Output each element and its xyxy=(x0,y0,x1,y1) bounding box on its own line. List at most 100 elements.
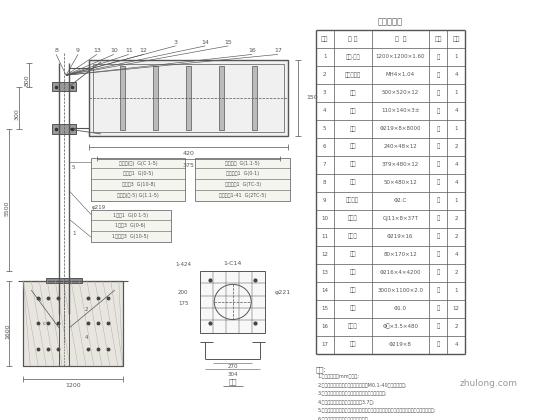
Text: 6.连接要求合适向交通标志实实要落实.: 6.连接要求合适向交通标志实实要落实. xyxy=(318,417,370,420)
Text: 5500: 5500 xyxy=(5,200,10,216)
Text: 宁: 宁 xyxy=(437,144,440,150)
Text: 英板: 英板 xyxy=(349,162,356,168)
Text: 500×520×12: 500×520×12 xyxy=(382,90,419,95)
Text: 卢: 卢 xyxy=(437,54,440,60)
Text: 270: 270 xyxy=(227,364,238,369)
Text: 2: 2 xyxy=(323,72,326,77)
Text: 10: 10 xyxy=(110,48,118,53)
Text: 连接板3  G(10-8): 连接板3 G(10-8) xyxy=(122,182,155,187)
Text: 6: 6 xyxy=(323,144,326,149)
Text: 1-C14: 1-C14 xyxy=(223,261,242,266)
Text: 固定架型: 固定架型 xyxy=(346,198,359,203)
Text: 龙骨: 龙骨 xyxy=(349,90,356,95)
Text: 13: 13 xyxy=(93,48,101,53)
Text: 1: 1 xyxy=(454,90,458,95)
Text: 4: 4 xyxy=(454,342,458,347)
Text: 1: 1 xyxy=(454,288,458,293)
Text: 材质: 材质 xyxy=(435,36,442,42)
Text: 4: 4 xyxy=(323,108,326,113)
Bar xyxy=(120,66,125,130)
Bar xyxy=(52,124,76,134)
Text: 龙: 龙 xyxy=(437,216,440,221)
Text: 300: 300 xyxy=(15,108,20,120)
Text: 5: 5 xyxy=(323,126,326,131)
Text: 2: 2 xyxy=(454,144,458,149)
Text: 15: 15 xyxy=(225,39,232,45)
Text: 宁: 宁 xyxy=(437,180,440,186)
Bar xyxy=(24,281,123,366)
Text: 4: 4 xyxy=(454,252,458,257)
Text: 175: 175 xyxy=(178,301,189,306)
Bar xyxy=(220,66,224,130)
Text: 加劲板1  G(0-5): 加劲板1 G(0-5) xyxy=(123,171,153,176)
Text: 17: 17 xyxy=(274,48,282,53)
Text: 4: 4 xyxy=(84,335,88,340)
Text: 宁: 宁 xyxy=(437,270,440,276)
Text: 150: 150 xyxy=(306,95,318,100)
Text: 4: 4 xyxy=(454,72,458,77)
Text: 11: 11 xyxy=(321,234,328,239)
Text: 宁: 宁 xyxy=(437,72,440,78)
Text: 3: 3 xyxy=(174,39,178,45)
Text: 12: 12 xyxy=(140,48,148,53)
Bar xyxy=(89,60,288,136)
Text: 3.立柱与立柱间的连接要求不应违接，采用联接规定;: 3.立柱与立柱间的连接要求不应违接，采用联接规定; xyxy=(318,391,388,396)
Text: 龙: 龙 xyxy=(437,108,440,113)
Text: 12: 12 xyxy=(452,306,460,311)
Text: 80×170×12: 80×170×12 xyxy=(384,252,417,257)
Text: 800: 800 xyxy=(25,75,30,87)
Text: 7: 7 xyxy=(323,162,326,167)
Text: 1: 1 xyxy=(454,126,458,131)
Bar xyxy=(252,66,257,130)
Text: 9: 9 xyxy=(76,48,80,53)
Text: 2: 2 xyxy=(454,324,458,329)
Text: 1-424: 1-424 xyxy=(175,262,192,267)
Bar xyxy=(46,278,82,284)
Bar xyxy=(91,158,185,201)
Text: Φ219×8×8000: Φ219×8×8000 xyxy=(380,126,421,131)
Text: 14: 14 xyxy=(202,39,209,45)
Text: 4: 4 xyxy=(454,162,458,167)
Text: 1.本图尺寸均以mm为单位;: 1.本图尺寸均以mm为单位; xyxy=(318,374,360,379)
Text: 4: 4 xyxy=(454,180,458,185)
Bar xyxy=(93,64,284,132)
Text: 16: 16 xyxy=(321,324,328,329)
Text: Φ下×3.5×480: Φ下×3.5×480 xyxy=(382,324,418,329)
Text: 况: 况 xyxy=(437,198,440,203)
Text: 宁: 宁 xyxy=(437,288,440,294)
Bar xyxy=(91,210,171,242)
Text: 方管: 方管 xyxy=(349,108,356,113)
Text: 2.采标尺规制厂二套英规，应采用规格M0.1-40钢钢标准连接;: 2.采标尺规制厂二套英规，应采用规格M0.1-40钢钢标准连接; xyxy=(318,383,407,388)
Text: MH4×1.04: MH4×1.04 xyxy=(386,72,415,77)
Text: φ221: φ221 xyxy=(275,290,291,295)
Text: 200: 200 xyxy=(178,290,189,295)
Text: Φ219×8: Φ219×8 xyxy=(389,342,412,347)
Text: 110×140×3±: 110×140×3± xyxy=(381,108,419,113)
Text: 备注:: 备注: xyxy=(316,367,326,373)
Text: 8: 8 xyxy=(323,180,326,185)
Text: 龙: 龙 xyxy=(437,162,440,168)
Text: 正处: 正处 xyxy=(349,342,356,347)
Text: 宁: 宁 xyxy=(437,324,440,329)
Text: 草木: 草木 xyxy=(349,306,356,311)
Text: 1: 1 xyxy=(323,54,326,59)
Text: 12: 12 xyxy=(321,252,328,257)
Text: 14: 14 xyxy=(321,288,328,293)
Text: 构件明细表: 构件明细表 xyxy=(378,18,403,27)
Text: 10: 10 xyxy=(321,216,328,221)
Text: 公之处: 公之处 xyxy=(348,234,357,239)
Text: 379×480×12: 379×480×12 xyxy=(382,162,419,167)
Text: 方管: 方管 xyxy=(349,144,356,150)
Text: 加劲板(同)  G(C 1-5): 加劲板(同) G(C 1-5) xyxy=(119,160,157,165)
Text: 底架·边框: 底架·边框 xyxy=(346,54,360,60)
Text: 13: 13 xyxy=(321,270,328,275)
Text: 公基架横1  G(TC-3): 公基架横1 G(TC-3) xyxy=(225,182,261,187)
Text: 1200×1200×1.60: 1200×1200×1.60 xyxy=(376,54,425,59)
Bar xyxy=(52,82,76,91)
Text: 公基架横1-41  G(2TC-5): 公基架横1-41 G(2TC-5) xyxy=(219,193,267,198)
Text: 螺子: 螺子 xyxy=(349,270,356,276)
Text: 2: 2 xyxy=(84,307,88,312)
Text: c: c xyxy=(43,321,46,326)
Text: 宁: 宁 xyxy=(437,234,440,239)
Text: 375: 375 xyxy=(183,163,194,168)
